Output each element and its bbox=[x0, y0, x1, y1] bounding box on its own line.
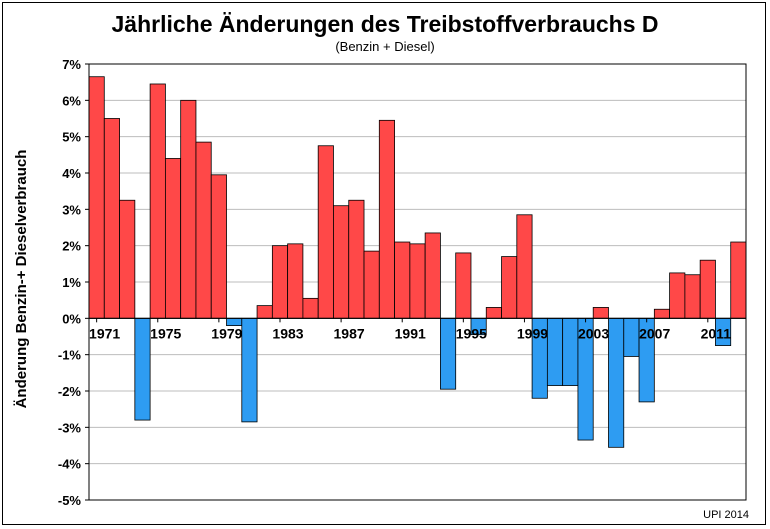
bar-1975 bbox=[149, 83, 166, 319]
y-tick-label: 0% bbox=[62, 311, 81, 326]
bar-1974 bbox=[134, 317, 151, 421]
y-tick-label: -5% bbox=[58, 493, 82, 508]
y-tick-label: 3% bbox=[62, 202, 81, 217]
bar-1997 bbox=[485, 307, 502, 319]
plot-area: 7% 6% 5% 4% 3% 2% 1% 0% -1% -2% -3% -4% -5% 1971 1975 1… bbox=[58, 57, 747, 508]
bar-1990 bbox=[378, 119, 395, 319]
y-axis-label: Änderung Benzin-+ Dieselverbrauch bbox=[13, 150, 30, 409]
bar-1986 bbox=[317, 145, 334, 319]
x-tick-label: 1979 bbox=[211, 325, 242, 341]
bar-1987 bbox=[333, 205, 350, 319]
bar-1983 bbox=[271, 245, 289, 319]
y-tick-label: 5% bbox=[62, 130, 81, 145]
bar-2004 bbox=[592, 307, 609, 319]
bar-2006 bbox=[623, 317, 640, 357]
bar-1994 bbox=[440, 317, 457, 390]
y-tick-label: 4% bbox=[62, 166, 81, 181]
bar-1984 bbox=[287, 243, 304, 319]
bar-1982 bbox=[256, 305, 273, 319]
bar-1981 bbox=[241, 317, 258, 423]
bar-1976 bbox=[164, 158, 182, 319]
bar-2001 bbox=[546, 317, 564, 386]
bar-1998 bbox=[501, 256, 518, 319]
x-tick-label: 1971 bbox=[89, 325, 120, 341]
bar-1991 bbox=[394, 241, 411, 319]
y-tick-label: 1% bbox=[62, 275, 81, 290]
x-tick-label: 2003 bbox=[578, 325, 609, 341]
x-tick-label: 2011 bbox=[701, 325, 732, 341]
bar-1988 bbox=[348, 199, 365, 319]
x-tick-label: 1999 bbox=[517, 325, 548, 341]
y-tick-label: -4% bbox=[58, 457, 82, 472]
y-tick-label: 2% bbox=[62, 239, 81, 254]
x-tick-label: 1983 bbox=[272, 325, 303, 341]
bar-1992 bbox=[409, 243, 426, 319]
x-tick-label: 1991 bbox=[395, 325, 426, 341]
chart-subtitle: (Benzin + Diesel) bbox=[335, 39, 434, 54]
bar-1971 bbox=[88, 76, 105, 319]
bar-2008 bbox=[653, 308, 671, 319]
bar-2011 bbox=[699, 259, 716, 319]
bar-1972 bbox=[103, 118, 120, 319]
bar-1995 bbox=[455, 252, 472, 319]
x-tick-label: 2007 bbox=[639, 325, 670, 341]
bar-1973 bbox=[119, 199, 136, 319]
y-tick-label: -3% bbox=[58, 420, 82, 435]
credit-text: UPI 2014 bbox=[703, 509, 749, 521]
bar-2009 bbox=[669, 272, 686, 319]
bar-2010 bbox=[684, 274, 701, 319]
bar-1993 bbox=[424, 232, 441, 319]
y-tick-label: -2% bbox=[58, 384, 82, 399]
bar-1977 bbox=[180, 99, 197, 319]
chart-title: Jährliche Änderungen des Treibstoffverbr… bbox=[111, 11, 658, 37]
bar-1978 bbox=[195, 141, 212, 319]
y-tick-label: 6% bbox=[62, 93, 81, 108]
bar-1979 bbox=[210, 174, 227, 319]
bar-1989 bbox=[363, 250, 380, 319]
bar-2013 bbox=[730, 241, 747, 319]
bar-1985 bbox=[302, 297, 319, 319]
y-tick-label: 7% bbox=[62, 57, 81, 72]
x-tick-label: 1987 bbox=[334, 325, 365, 341]
bar-1999 bbox=[516, 214, 533, 319]
x-tick-label: 1975 bbox=[150, 325, 181, 341]
bar-chart: Jährliche Änderungen des Treibstoffverbr… bbox=[13, 11, 749, 521]
y-tick-label: -1% bbox=[58, 348, 82, 363]
x-tick-label: 1995 bbox=[456, 325, 487, 341]
plot-border bbox=[88, 63, 747, 501]
bar-2002 bbox=[562, 317, 579, 386]
bar-2005 bbox=[608, 317, 625, 448]
